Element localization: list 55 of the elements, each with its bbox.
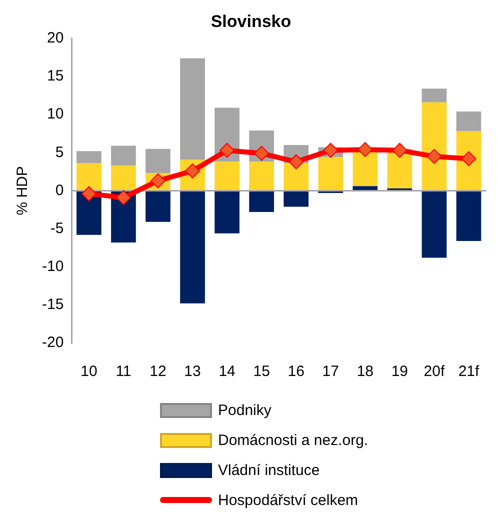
bar bbox=[352, 186, 378, 190]
x-tick-label: 10 bbox=[80, 363, 98, 380]
bar bbox=[146, 148, 170, 174]
bar bbox=[456, 112, 482, 132]
bar bbox=[76, 151, 102, 164]
point bbox=[220, 142, 235, 158]
x-tick-label: 21f bbox=[458, 363, 480, 380]
y-tick-label: 10 bbox=[46, 106, 64, 123]
bar bbox=[214, 162, 240, 190]
x-tick-label: 14 bbox=[218, 363, 236, 380]
y-tick-label: 5 bbox=[55, 144, 64, 161]
bar bbox=[146, 191, 170, 222]
point bbox=[116, 190, 131, 206]
bar bbox=[284, 163, 309, 190]
x-tick-label: 18 bbox=[356, 363, 374, 380]
bar bbox=[422, 102, 447, 190]
y-tick-label: -15 bbox=[42, 296, 64, 314]
legend-label: Hospodářství celkem bbox=[218, 492, 358, 508]
point bbox=[426, 148, 442, 164]
bar bbox=[180, 58, 205, 160]
bar bbox=[249, 191, 274, 212]
y-tick-label: 0 bbox=[55, 182, 64, 199]
y-axis-title: % HDP bbox=[14, 166, 32, 216]
legend-label: Podniky bbox=[218, 402, 272, 418]
y-tick-label: -5 bbox=[50, 220, 64, 237]
x-tick-label: 11 bbox=[116, 363, 132, 380]
point bbox=[358, 142, 373, 158]
y-tick-label: -10 bbox=[42, 258, 64, 275]
x-tick-label: 13 bbox=[184, 363, 201, 380]
bar bbox=[76, 163, 102, 190]
bar bbox=[214, 191, 240, 234]
y-tick-label: 15 bbox=[46, 68, 64, 85]
point bbox=[81, 186, 96, 202]
chart-title: Slovinsko bbox=[210, 12, 292, 31]
bar bbox=[249, 162, 274, 190]
x-tick-label: 19 bbox=[391, 363, 408, 380]
x-tick-label: 15 bbox=[253, 363, 270, 380]
bar bbox=[180, 191, 205, 304]
bar bbox=[111, 146, 136, 166]
legend-label: Vládní instituce bbox=[218, 462, 320, 478]
x-tick-label: 16 bbox=[288, 363, 304, 380]
legend-label: Domácnosti a nez.org. bbox=[218, 432, 368, 448]
y-tick-label: -20 bbox=[42, 334, 64, 352]
x-tick-label: 17 bbox=[322, 363, 339, 380]
point bbox=[392, 142, 408, 158]
point bbox=[323, 142, 338, 158]
bar bbox=[318, 157, 344, 190]
bar bbox=[284, 191, 309, 207]
x-tick-label: 12 bbox=[150, 363, 166, 380]
bar bbox=[422, 88, 447, 102]
bar bbox=[422, 191, 447, 258]
bar bbox=[456, 191, 482, 241]
x-tick-label: 20f bbox=[424, 363, 446, 380]
bar bbox=[111, 166, 136, 190]
y-tick-label: 20 bbox=[46, 30, 64, 47]
